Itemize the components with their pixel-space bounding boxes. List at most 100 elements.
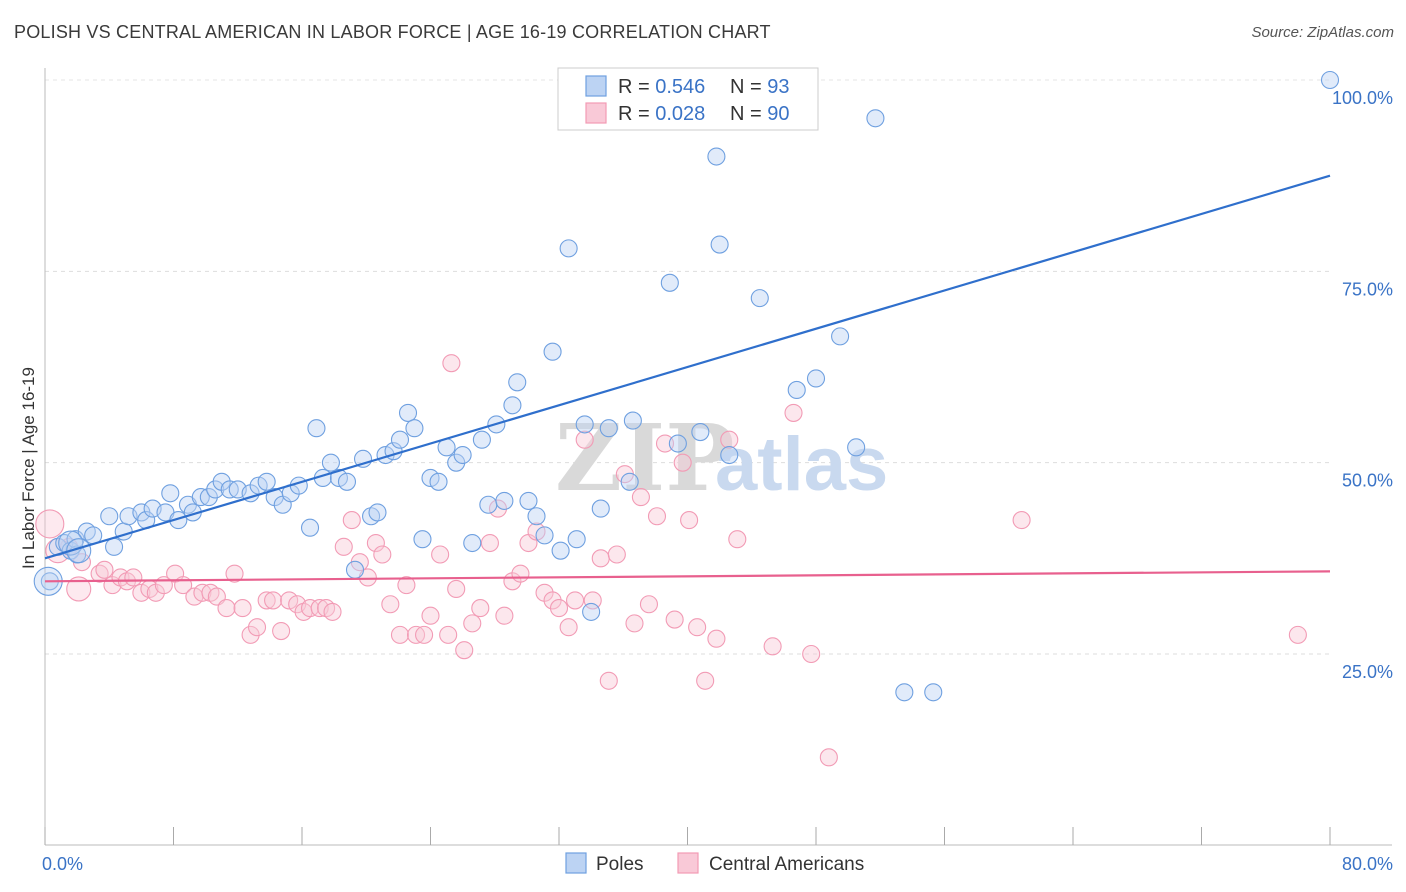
poles-point [895,683,914,702]
poles-point [472,430,491,449]
svg-text:R = 0.028: R = 0.028 [618,103,705,125]
central-americans-point [455,641,474,660]
trend-lines [44,174,1331,583]
poles-point [307,419,326,438]
poles-point [660,273,679,292]
central-americans-point [639,595,659,614]
poles-point [503,396,522,415]
central-americans-point [665,610,684,629]
y-tick-label-1: 50.0% [1342,471,1393,491]
central-americans-point [575,430,594,449]
poles-point [300,518,320,537]
y-tick-label-0: 25.0% [1342,662,1393,682]
central-americans-point [583,591,602,610]
poles-point [623,411,642,430]
central-americans-point [696,671,715,690]
central-americans-point [447,579,466,598]
poles-point [100,507,119,526]
y-tick-label-3: 100.0% [1332,88,1393,108]
poles-point [479,495,498,514]
central-americans-point [549,599,569,618]
poles-point [620,472,639,491]
poles-point [257,472,276,491]
poles-point [206,480,225,499]
central-americans-point [707,629,726,648]
legend-swatch-poles [585,75,607,97]
central-americans-point [415,625,434,644]
central-americans-point [1012,511,1031,530]
legend-stats: R = 0.546 N = 93 R = 0.028 N = 90 [557,67,819,131]
central-americans-points [35,354,1307,767]
central-americans-point [480,533,499,553]
watermark-atlas: atlas [715,422,888,507]
central-americans-point [241,625,260,644]
poles-point [161,484,180,503]
poles-point [924,683,943,702]
poles-point [710,235,729,254]
central-americans-point [688,618,707,637]
legend-r-poles: 0.546 [655,76,705,98]
poles-point [453,445,472,465]
legend-bottom-central-americans: Central Americans [709,854,864,875]
central-americans-point [488,499,508,518]
central-americans-point [471,599,490,618]
poles-point [567,530,586,549]
legend-bottom-swatch-central-americans [677,852,699,874]
poles-point [787,380,806,400]
poles-point [691,423,710,442]
central-americans-point [784,403,803,422]
legend-bottom-swatch-poles [565,852,587,874]
svg-text:N = 90: N = 90 [730,103,790,125]
chart-title: POLISH VS CENTRAL AMERICAN IN LABOR FORC… [14,22,771,42]
poles-point [551,541,570,560]
central-americans-point [463,614,482,633]
poles-point [806,369,826,388]
central-americans-point [655,434,675,453]
central-americans-point [439,625,458,644]
axes [44,68,1392,846]
poles-point [398,403,418,422]
poles-point [405,419,424,438]
poles-point [345,560,365,579]
central-americans-point [225,564,244,583]
central-americans-point-large [66,576,92,602]
central-americans-point [124,568,143,587]
central-americans-point [381,595,400,614]
central-americans-point [680,511,699,530]
poles-point [508,373,527,392]
central-americans-point [819,748,838,767]
central-americans-point [591,549,610,568]
central-americans-point [431,545,450,564]
svg-text:R = 0.546: R = 0.546 [618,76,705,98]
central-americans-point [543,591,562,610]
poles-point [368,503,387,522]
x-tick-label-1: 80.0% [1342,854,1393,874]
poles-point [831,327,850,346]
x-tick-label-0: 0.0% [42,854,83,874]
poles-point [447,453,466,472]
central-americans-point [631,488,650,507]
poles-point [591,499,610,518]
central-americans-point [95,560,114,579]
poles-point [390,430,410,449]
poles-point [519,491,538,510]
central-americans-point [247,618,267,637]
poles-point [866,109,885,128]
poles-point [575,415,594,434]
legend-series: Poles Central Americans [565,852,864,875]
poles-point [463,533,482,553]
poles-trend-line [44,174,1331,560]
poles-point [429,472,448,491]
poles-point [707,147,726,166]
poles-point-large [66,538,92,564]
central-americans-point [566,591,585,610]
y-tick-labels: 25.0% 50.0% 75.0% 100.0% [1332,88,1393,682]
central-americans-point [421,606,440,625]
source-label: Source: ZipAtlas.com [1251,24,1394,41]
central-americans-point [272,621,291,641]
central-americans-point [334,537,353,556]
central-americans-trend-line [44,570,1331,583]
watermark: ZIP atlas [555,404,888,512]
poles-point [105,537,124,556]
central-americans-point [599,671,618,690]
